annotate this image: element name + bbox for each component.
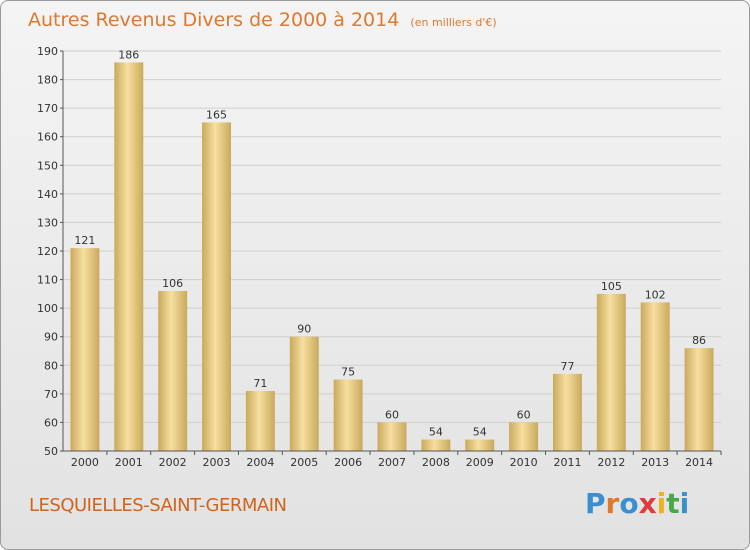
data-label: 102 (645, 288, 666, 301)
bar (333, 379, 363, 451)
logo-letter: i (679, 487, 690, 520)
x-tick-label: 2014 (685, 456, 713, 469)
x-tick-label: 2007 (378, 456, 406, 469)
y-tick-label: 120 (37, 245, 58, 258)
data-label: 90 (297, 323, 311, 336)
logo-letter: o (619, 487, 639, 520)
y-tick-label: 70 (44, 388, 58, 401)
y-tick-label: 170 (37, 102, 58, 115)
bar (377, 422, 407, 451)
data-label: 106 (162, 277, 183, 290)
bars (70, 62, 714, 452)
y-tick-label: 130 (37, 216, 58, 229)
bar (289, 336, 319, 451)
y-tick-label: 80 (44, 359, 58, 372)
data-label: 75 (341, 366, 355, 379)
chart-title: Autres Revenus Divers de 2000 à 2014 (28, 9, 400, 31)
y-tick-label: 60 (44, 416, 58, 429)
y-tick-label: 50 (44, 445, 58, 458)
bar (158, 291, 188, 451)
chart-unit: (en milliers d'€) (410, 16, 497, 29)
data-label: 60 (385, 408, 399, 421)
x-tick-label: 2013 (641, 456, 669, 469)
y-tick-label: 140 (37, 188, 58, 201)
bar (114, 62, 144, 452)
bar (465, 439, 495, 451)
x-tick-label: 2009 (466, 456, 494, 469)
commune-name: LESQUIELLES-SAINT-GERMAIN (29, 495, 287, 516)
bar (684, 348, 714, 451)
logo-letter: i (656, 487, 667, 520)
data-label: 186 (118, 48, 139, 61)
x-tick-label: 2008 (422, 456, 450, 469)
data-label: 54 (429, 426, 443, 439)
logo-letter: x (638, 487, 657, 520)
y-tick-label: 160 (37, 131, 58, 144)
x-tick-label: 2004 (246, 456, 274, 469)
data-label: 71 (253, 377, 267, 390)
labels: 50 60 70 80 90 100 110 120 130 140 150 160 170 180 190… (37, 45, 713, 469)
bar (202, 122, 232, 451)
logo-letter: P (585, 487, 606, 520)
data-label: 105 (601, 280, 622, 293)
logo-letter: r (605, 487, 620, 520)
x-tick-label: 2001 (115, 456, 143, 469)
data-label: 86 (692, 334, 706, 347)
bar (245, 391, 275, 451)
bar (552, 373, 582, 451)
bar (70, 248, 100, 451)
data-label: 77 (560, 360, 574, 373)
x-tick-label: 2000 (71, 456, 99, 469)
x-tick-label: 2002 (159, 456, 187, 469)
data-label: 60 (517, 408, 531, 421)
data-label: 121 (74, 234, 95, 247)
proxiti-logo[interactable]: Proxiti (585, 487, 689, 520)
x-tick-label: 2010 (510, 456, 538, 469)
x-tick-label: 2011 (553, 456, 581, 469)
logo-letter: t (666, 487, 680, 520)
y-tick-label: 150 (37, 159, 58, 172)
data-label: 54 (473, 426, 487, 439)
chart-title-row: Autres Revenus Divers de 2000 à 2014 (en… (28, 9, 497, 31)
x-tick-label: 2005 (290, 456, 318, 469)
y-tick-label: 90 (44, 331, 58, 344)
y-tick-label: 110 (37, 274, 58, 287)
bar (596, 293, 626, 451)
data-label: 165 (206, 108, 227, 121)
bar (640, 302, 670, 451)
x-tick-label: 2006 (334, 456, 362, 469)
x-tick-label: 2012 (597, 456, 625, 469)
bar (509, 422, 539, 451)
bar (421, 439, 451, 451)
y-tick-label: 190 (37, 45, 58, 58)
y-tick-label: 100 (37, 302, 58, 315)
y-tick-label: 180 (37, 74, 58, 87)
axes (60, 50, 722, 455)
x-tick-label: 2003 (203, 456, 231, 469)
